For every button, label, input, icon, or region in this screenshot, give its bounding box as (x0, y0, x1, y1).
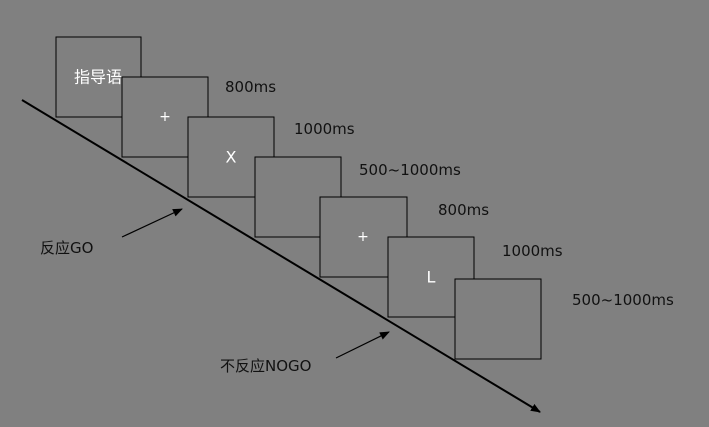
go-label: 反应GO (40, 239, 93, 257)
frame-stimulus: + (159, 109, 171, 125)
frame-stimulus: 指导语 (74, 68, 122, 87)
frame-duration: 500~1000ms (572, 291, 674, 309)
frame-blank-1: 500~1000ms (254, 156, 461, 238)
frame-duration: 1000ms (294, 120, 355, 138)
frame-blank-2: 500~1000ms (454, 278, 674, 360)
nogo-label: 不反应NOGO (220, 357, 311, 375)
go-pointer-arrow (121, 208, 183, 238)
nogo-pointer-arrow (335, 331, 390, 359)
frame-duration: 800ms (438, 201, 489, 219)
frame-stimulus: + (357, 229, 369, 245)
frame-stimulus: L (427, 268, 436, 287)
frame-stimulus: X (226, 148, 237, 167)
trial-frames: 指导语 + 800ms X 1000ms 500~1000ms + 800ms (55, 36, 674, 360)
nogo-annotation: 不反应NOGO (220, 331, 390, 375)
frame-duration: 1000ms (502, 242, 563, 260)
timeline-arrow (21, 99, 541, 413)
go-annotation: 反应GO (40, 208, 183, 257)
frame-duration: 500~1000ms (359, 161, 461, 179)
frame-duration: 800ms (225, 78, 276, 96)
